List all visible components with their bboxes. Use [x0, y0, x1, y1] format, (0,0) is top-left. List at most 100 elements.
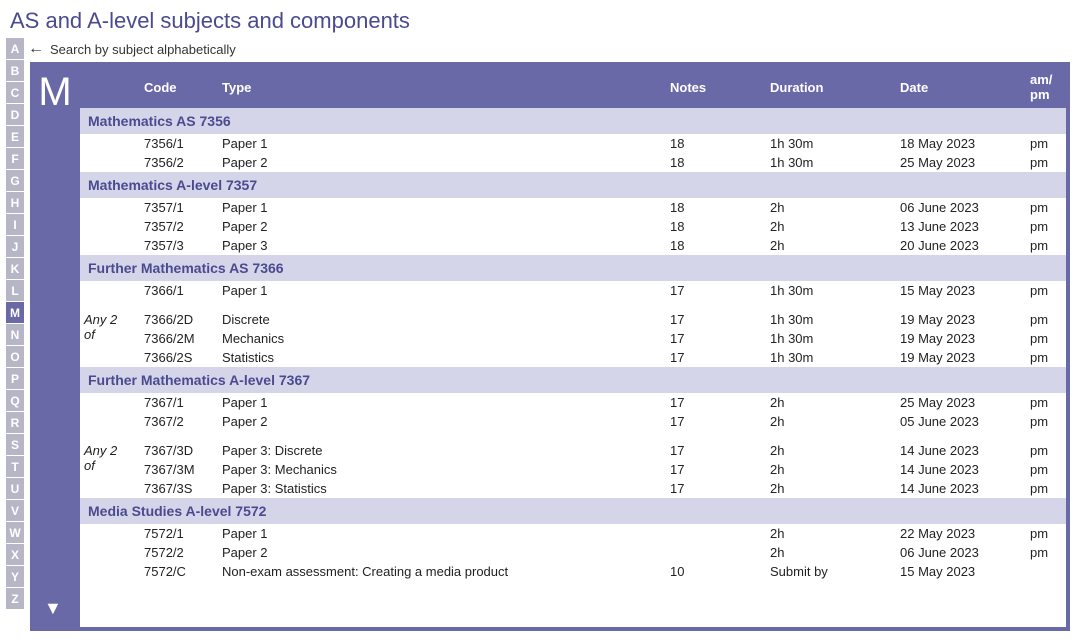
- alpha-letter-P[interactable]: P: [6, 368, 24, 390]
- search-hint: ← Search by subject alphabetically: [0, 38, 1080, 64]
- cell-notes: 18: [662, 236, 762, 255]
- alpha-letter-L[interactable]: L: [6, 280, 24, 302]
- cell-duration: 2h: [762, 393, 892, 412]
- table-row: 7366/2SStatistics171h 30m19 May 2023pm: [80, 348, 1066, 367]
- alpha-letter-I[interactable]: I: [6, 214, 24, 236]
- alpha-letter-K[interactable]: K: [6, 258, 24, 280]
- cell-code: 7572/1: [136, 524, 214, 543]
- cell-type: Paper 3: [214, 236, 662, 255]
- table-row: 7356/1Paper 1181h 30m18 May 2023pm: [80, 134, 1066, 153]
- cell-duration: 2h: [762, 198, 892, 217]
- cell-ampm: pm: [1022, 412, 1066, 431]
- alpha-letter-G[interactable]: G: [6, 170, 24, 192]
- cell-ampm: pm: [1022, 281, 1066, 300]
- subject-title: Further Mathematics AS 7366: [80, 255, 1066, 281]
- col-prefix: [80, 66, 136, 108]
- content-panel: M ▼ TestDaily Code Type Notes Duration D…: [30, 62, 1070, 631]
- group-prefix: [80, 524, 136, 581]
- alpha-letter-Z[interactable]: Z: [6, 588, 24, 610]
- subject-header: Further Mathematics AS 7366: [80, 255, 1066, 281]
- cell-duration: 1h 30m: [762, 153, 892, 172]
- alpha-letter-E[interactable]: E: [6, 126, 24, 148]
- cell-date: 15 May 2023: [892, 562, 1022, 581]
- cell-date: 25 May 2023: [892, 393, 1022, 412]
- cell-notes: 17: [662, 281, 762, 300]
- chevron-down-icon[interactable]: ▼: [44, 598, 62, 619]
- cell-notes: 17: [662, 412, 762, 431]
- alpha-letter-B[interactable]: B: [6, 60, 24, 82]
- alpha-letter-M[interactable]: M: [6, 302, 24, 324]
- alpha-letter-U[interactable]: U: [6, 478, 24, 500]
- cell-date: 06 June 2023: [892, 543, 1022, 562]
- cell-notes: 17: [662, 441, 762, 460]
- subject-title: Media Studies A-level 7572: [80, 498, 1066, 524]
- cell-duration: 2h: [762, 441, 892, 460]
- cell-notes: 17: [662, 310, 762, 329]
- cell-duration: 2h: [762, 412, 892, 431]
- cell-code: 7367/3M: [136, 460, 214, 479]
- subject-title: Mathematics A-level 7357: [80, 172, 1066, 198]
- alpha-letter-F[interactable]: F: [6, 148, 24, 170]
- cell-code: 7357/1: [136, 198, 214, 217]
- alpha-letter-R[interactable]: R: [6, 412, 24, 434]
- table-row: Any 2 of7367/3DPaper 3: Discrete172h14 J…: [80, 441, 1066, 460]
- subject-header: Mathematics AS 7356: [80, 108, 1066, 134]
- cell-date: 05 June 2023: [892, 412, 1022, 431]
- table-row: 7572/2Paper 22h06 June 2023pm: [80, 543, 1066, 562]
- alpha-letter-S[interactable]: S: [6, 434, 24, 456]
- cell-ampm: pm: [1022, 543, 1066, 562]
- cell-type: Statistics: [214, 348, 662, 367]
- cell-type: Paper 3: Discrete: [214, 441, 662, 460]
- alpha-letter-Y[interactable]: Y: [6, 566, 24, 588]
- cell-date: 14 June 2023: [892, 441, 1022, 460]
- cell-ampm: pm: [1022, 348, 1066, 367]
- col-type: Type: [214, 66, 662, 108]
- table-row: 7357/1Paper 1182h06 June 2023pm: [80, 198, 1066, 217]
- cell-type: Paper 2: [214, 217, 662, 236]
- cell-code: 7366/2S: [136, 348, 214, 367]
- alpha-letter-O[interactable]: O: [6, 346, 24, 368]
- cell-notes: 17: [662, 348, 762, 367]
- alpha-letter-T[interactable]: T: [6, 456, 24, 478]
- cell-code: 7366/2D: [136, 310, 214, 329]
- cell-notes: 17: [662, 479, 762, 498]
- cell-date: 18 May 2023: [892, 134, 1022, 153]
- cell-duration: 2h: [762, 479, 892, 498]
- cell-duration: 2h: [762, 460, 892, 479]
- table-row: 7572/1Paper 12h22 May 2023pm: [80, 524, 1066, 543]
- cell-notes: 17: [662, 460, 762, 479]
- alpha-letter-N[interactable]: N: [6, 324, 24, 346]
- alpha-letter-X[interactable]: X: [6, 544, 24, 566]
- col-date: Date: [892, 66, 1022, 108]
- cell-ampm: pm: [1022, 479, 1066, 498]
- alpha-letter-V[interactable]: V: [6, 500, 24, 522]
- cell-code: 7367/3D: [136, 441, 214, 460]
- cell-notes: 18: [662, 153, 762, 172]
- table-row: 7366/2MMechanics171h 30m19 May 2023pm: [80, 329, 1066, 348]
- alpha-letter-C[interactable]: C: [6, 82, 24, 104]
- alpha-nav: ABCDEFGHIJKLMNOPQRSTUVWXYZ: [6, 38, 24, 610]
- group-prefix: Any 2 of: [80, 310, 136, 367]
- subject-title: Mathematics AS 7356: [80, 108, 1066, 134]
- page-title: AS and A-level subjects and components: [0, 0, 1080, 38]
- cell-ampm: pm: [1022, 310, 1066, 329]
- table-row: 7367/2Paper 2172h05 June 2023pm: [80, 412, 1066, 431]
- table-header-row: Code Type Notes Duration Date am/ pm: [80, 66, 1066, 108]
- table-row: 7366/1Paper 1171h 30m15 May 2023pm: [80, 281, 1066, 300]
- alpha-letter-Q[interactable]: Q: [6, 390, 24, 412]
- spacer-row: [80, 431, 1066, 441]
- subject-header: Mathematics A-level 7357: [80, 172, 1066, 198]
- group-prefix: [80, 393, 136, 431]
- cell-date: 25 May 2023: [892, 153, 1022, 172]
- alpha-letter-J[interactable]: J: [6, 236, 24, 258]
- cell-ampm: pm: [1022, 153, 1066, 172]
- alpha-letter-A[interactable]: A: [6, 38, 24, 60]
- subject-header: Further Mathematics A-level 7367: [80, 367, 1066, 393]
- alpha-letter-H[interactable]: H: [6, 192, 24, 214]
- cell-ampm: pm: [1022, 217, 1066, 236]
- cell-type: Paper 1: [214, 524, 662, 543]
- alpha-letter-D[interactable]: D: [6, 104, 24, 126]
- cell-date: 19 May 2023: [892, 348, 1022, 367]
- cell-type: Paper 3: Statistics: [214, 479, 662, 498]
- alpha-letter-W[interactable]: W: [6, 522, 24, 544]
